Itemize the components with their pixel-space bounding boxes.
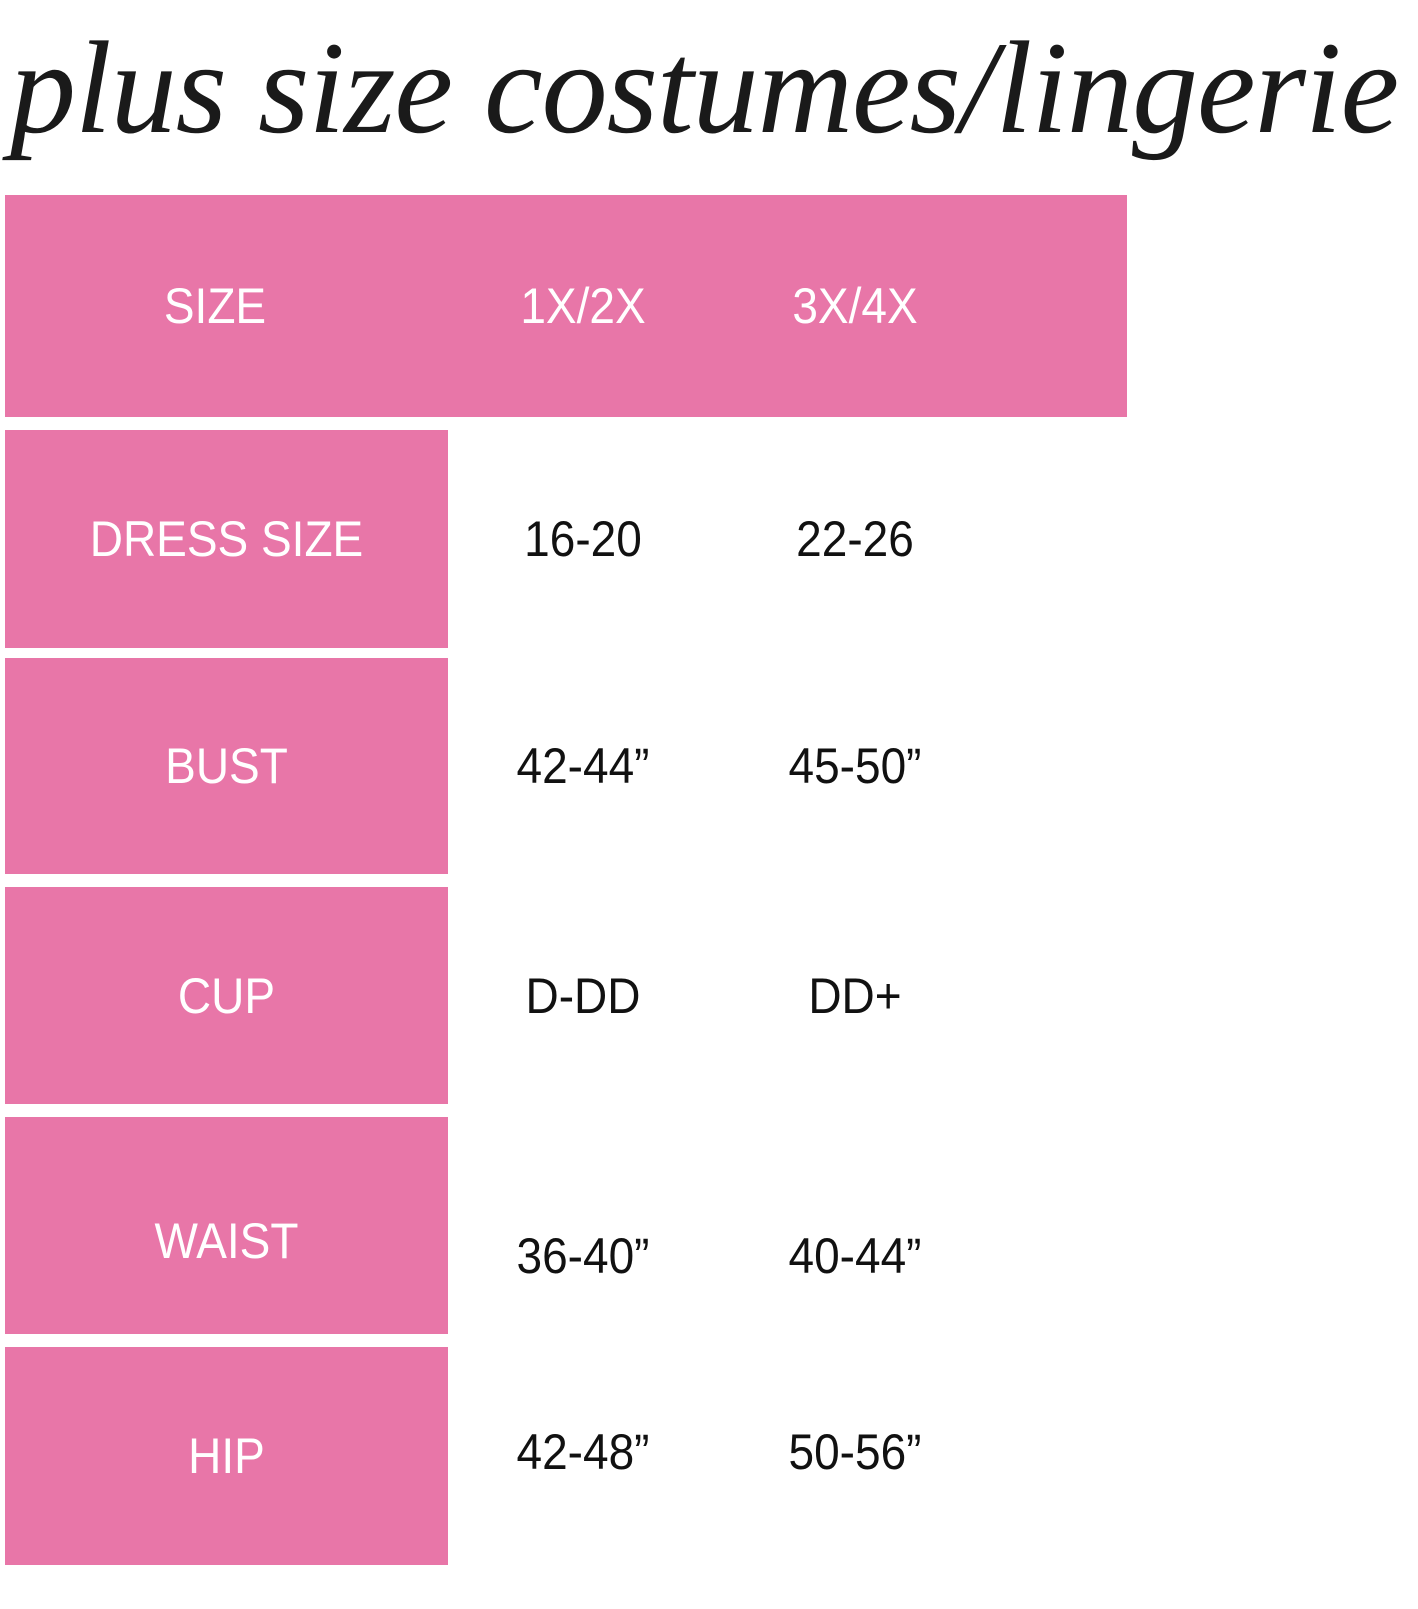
header-3x-4x: 3X/4X	[792, 278, 918, 334]
row-label-cell: HIP	[5, 1347, 448, 1565]
value-1x-2x: 36-40”	[516, 1227, 650, 1284]
value-1x-2x: 42-48”	[516, 1424, 650, 1480]
row-label-cell: BUST	[5, 658, 448, 874]
value-1x-2x: D-DD	[525, 967, 641, 1024]
row-label: DRESS SIZE	[89, 511, 364, 567]
row-label: WAIST	[154, 1212, 299, 1269]
row-label-cell: DRESS SIZE	[5, 430, 448, 648]
row-label: CUP	[177, 967, 276, 1024]
table-header-row: SIZE 1X/2X 3X/4X	[5, 195, 1127, 417]
row-label: HIP	[188, 1428, 265, 1484]
value-1x-2x: 42-44”	[516, 738, 650, 794]
value-1x-2x: 16-20	[524, 511, 642, 567]
value-3x-4x: DD+	[808, 967, 902, 1024]
header-1x-2x: 1X/2X	[520, 278, 646, 334]
value-3x-4x: 22-26	[796, 511, 914, 567]
header-size: SIZE	[163, 278, 267, 334]
value-3x-4x: 40-44”	[788, 1227, 922, 1284]
page-title: plus size costumes/lingerie	[10, 14, 1399, 161]
row-label-cell: WAIST	[5, 1117, 448, 1334]
value-3x-4x: 45-50”	[788, 738, 922, 794]
row-label: BUST	[165, 738, 288, 794]
row-label-cell: CUP	[5, 887, 448, 1104]
value-3x-4x: 50-56”	[788, 1424, 922, 1480]
